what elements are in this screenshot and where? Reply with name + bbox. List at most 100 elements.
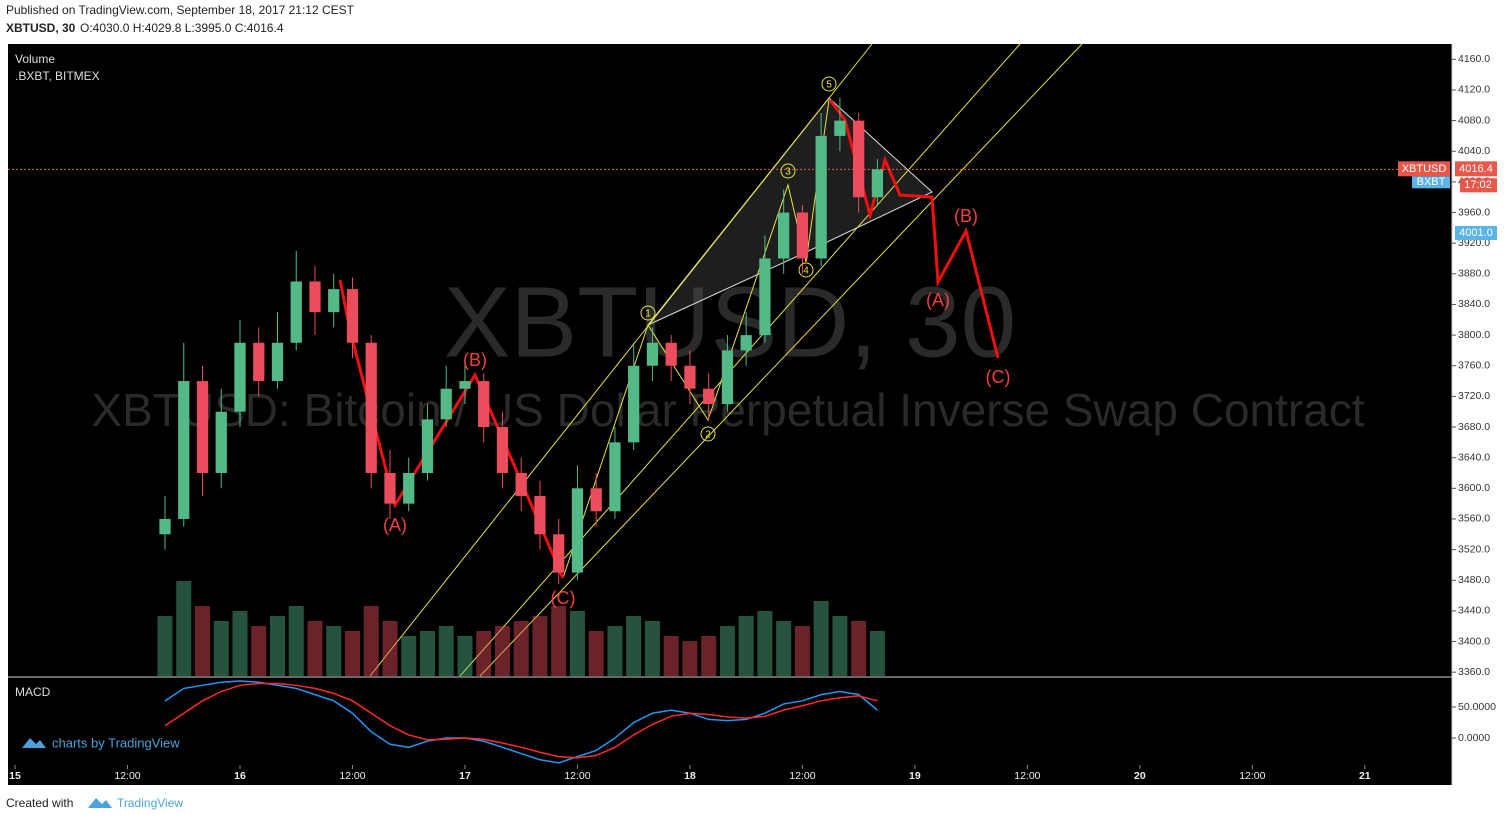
volume-bar [869,631,885,676]
volume-bar [644,621,660,676]
x-tick-label: 21 [1359,770,1371,782]
candle-body [159,518,171,535]
wave-label: (A) [383,515,407,535]
volume-bar [344,631,360,676]
candle-body [365,342,377,473]
candle-body [196,381,209,473]
candle-body [290,281,302,343]
wave-label: (C) [986,367,1011,387]
macd-line [164,680,878,764]
wave-label: 2 [705,430,711,441]
wave-circle [821,76,837,92]
price-tag-bg [1455,161,1497,177]
wave-label: (A) [926,290,950,310]
y-tick-label: 3840.0 [1458,298,1490,310]
y-tick-label: 4080.0 [1458,114,1490,126]
wave-circle [780,163,796,179]
y-tick-label: 3760.0 [1458,360,1490,372]
wave-label: (B) [463,350,487,370]
candle-body [515,472,527,496]
candle-body [684,365,696,389]
volume-bar [757,611,773,676]
candle-body [628,365,640,443]
footer-created: Created with [6,796,73,810]
candle-body [853,120,865,198]
volume-bar [851,621,867,676]
candle-body [215,411,227,473]
wave-circle [640,305,656,321]
wave-label: 4 [803,266,809,277]
volume-bar [288,606,304,676]
y-tick-label: 3520.0 [1458,543,1490,555]
x-tick-label: 12:00 [114,770,140,782]
tag-symbol: XBTUSD [1402,163,1447,175]
x-tick-label: 12:00 [564,770,590,782]
candle-body [778,212,790,259]
candle-body [609,442,621,512]
volume-bar [719,626,735,676]
volume-bar [607,626,623,676]
macd-title: MACD [15,685,51,699]
volume-bar [738,616,754,676]
volume-bar [326,626,342,676]
candle-body [403,472,415,504]
volume-bar [195,606,211,676]
volume-bar [269,616,285,676]
volume-bar [363,606,379,676]
candle-body [665,342,677,366]
candle-body [309,281,321,313]
tag-bg [1455,226,1497,240]
volume-bar [794,626,810,676]
volume-bar [382,621,398,676]
volume-bar [588,631,604,676]
candle-body [271,342,284,382]
volume-bar [476,631,492,676]
wave-circle [700,426,716,442]
x-tick-label: 15 [9,770,21,782]
y-tick-label: 4040.0 [1458,145,1490,157]
candle-body [703,388,715,405]
time-axis-bg [8,765,1452,785]
y-tick-label: 3800.0 [1458,329,1490,341]
y-tick-label: 4160.0 [1458,53,1490,65]
volume-bar [307,621,323,676]
y2-tick-label: 0.0000 [1458,732,1490,744]
candle-body [815,135,827,259]
candle-body [553,534,565,573]
candle-body [571,488,584,573]
candle-body [534,495,546,535]
y-tick-label: 3440.0 [1458,605,1490,617]
plot-bg [8,44,1452,765]
ohlc: O:4030.0 H:4029.8 L:3995.0 C:4016.4 [80,21,284,35]
x-tick-label: 20 [1134,770,1146,782]
price-tag: 4016.4 [1459,163,1493,175]
volume-bar [176,581,192,676]
y-tick-label: 3360.0 [1458,666,1490,678]
volume-bar [569,611,585,676]
tag-index: BXBT [1417,176,1446,188]
volume-bar [513,621,529,676]
wave-label: 1 [645,309,651,320]
y-tick-label: 4120.0 [1458,84,1490,96]
volume-bar [626,616,642,676]
volume-bar [551,606,567,676]
branding: charts by TradingView [52,735,180,750]
wave-label: 5 [826,80,832,91]
y2-tick-label: 50.0000 [1458,701,1496,713]
candle-body [459,381,471,389]
volume-bar [682,641,698,676]
volume-bar [532,616,548,676]
volume-bar [438,626,454,676]
volume-bar [663,636,679,676]
volume-bar [401,636,417,676]
y-tick-label: 3600.0 [1458,482,1490,494]
volume-bar [157,616,173,676]
volume-bar [419,631,435,676]
candle-body [646,342,659,366]
x-tick-label: 12:00 [789,770,815,782]
wave-circle [798,262,814,278]
candle-body [328,289,340,313]
wave-label: 3 [785,167,791,178]
y-tick-label: 3640.0 [1458,451,1490,463]
